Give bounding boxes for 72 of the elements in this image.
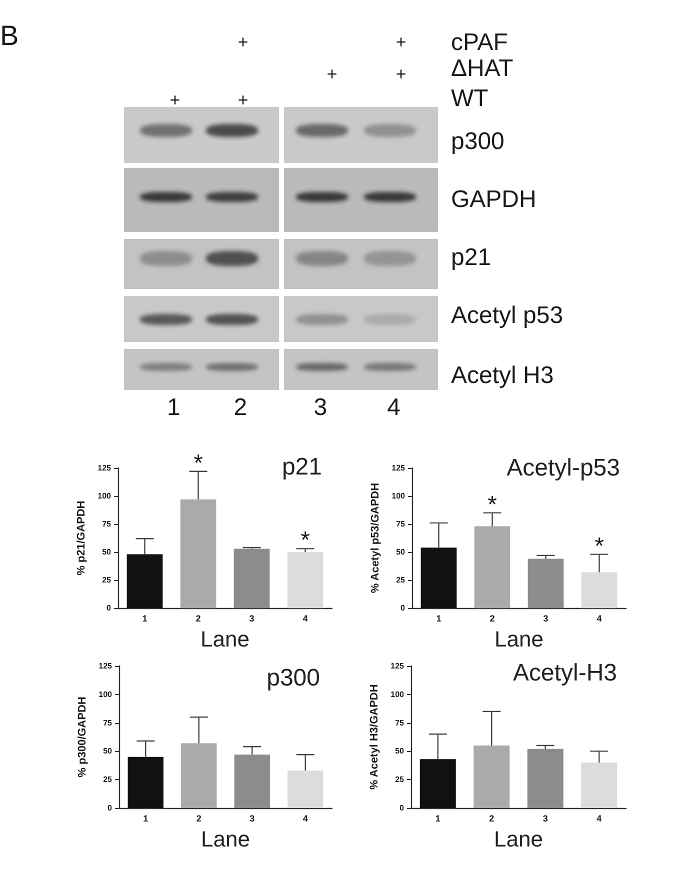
annotation: *	[594, 532, 604, 560]
y-tick-label: 125	[392, 464, 406, 472]
x-axis-title: Lane	[494, 826, 543, 852]
x-tick-label: 4	[596, 614, 602, 624]
y-tick-label: 50	[103, 746, 113, 756]
y-tick-label: 0	[400, 804, 405, 812]
y-tick-label: 75	[103, 718, 113, 728]
text: +	[238, 90, 248, 110]
annotation: *	[194, 450, 203, 477]
y-tick-label: 100	[98, 492, 112, 501]
y-tick-label: 75	[396, 520, 406, 529]
y-tick-label: 0	[400, 604, 406, 613]
y-tick-label: 100	[98, 690, 113, 699]
text: +	[238, 32, 248, 52]
y-tick-label: 125	[98, 662, 113, 670]
x-tick-label: 1	[435, 814, 440, 824]
annotation: *	[300, 527, 310, 554]
category-label: cPAF	[451, 29, 508, 56]
chart-title: Acetyl-p53	[506, 454, 620, 482]
y-tick-label: 75	[395, 718, 405, 728]
y-axis-title: % Acetyl H3/GAPDH	[368, 684, 380, 790]
y-tick-label: 125	[390, 662, 405, 670]
chart-title: Acetyl-H3	[512, 660, 618, 686]
y-tick-label: 100	[392, 492, 406, 501]
x-tick-label: 2	[196, 614, 201, 624]
x-tick-label: 2	[489, 814, 494, 824]
y-tick-label: 125	[98, 464, 112, 472]
y-tick-label: 100	[390, 690, 405, 699]
y-tick-label: 25	[103, 775, 113, 784]
y-tick-label: 50	[102, 548, 112, 557]
y-tick-label: 50	[395, 746, 405, 756]
x-tick-label: 1	[143, 814, 148, 824]
chart-title: p21	[282, 454, 322, 480]
y-tick-label: 25	[396, 576, 406, 585]
y-axis-title: % p21/GAPDH	[75, 500, 88, 576]
text: Acetyl p53	[451, 302, 564, 329]
x-tick-label: 3	[542, 814, 548, 824]
x-axis-title: Lane	[494, 626, 544, 652]
y-tick-label: 0	[108, 804, 113, 812]
y-tick-label: 25	[102, 576, 112, 585]
x-tick-label: 4	[302, 614, 308, 624]
y-tick-label: 75	[102, 520, 112, 529]
text: Acetyl H3	[451, 362, 554, 389]
text: 1 2 3 4	[167, 394, 400, 421]
text: +	[396, 64, 406, 84]
text: +	[326, 64, 338, 84]
x-axis-title: Lane	[200, 626, 250, 652]
x-tick-label: 3	[543, 614, 548, 624]
y-tick-label: 50	[396, 548, 406, 557]
y-axis-title: % Acetyl p53/GAPDH	[369, 482, 382, 594]
x-tick-label: 4	[596, 814, 602, 824]
text: p300	[451, 128, 504, 155]
x-tick-label: 4	[302, 814, 308, 824]
text: B	[0, 20, 19, 51]
x-tick-label: 1	[436, 614, 442, 624]
x-tick-label: 3	[250, 814, 255, 824]
y-tick-label: 0	[106, 604, 112, 613]
text: +	[170, 90, 180, 110]
y-tick-label: 25	[395, 775, 405, 784]
text: +	[396, 32, 406, 52]
text: p21	[451, 244, 492, 271]
category-label: WT	[451, 85, 488, 112]
x-tick-label: 2	[490, 614, 495, 624]
x-tick-label: 1	[142, 614, 148, 624]
x-tick-label: 3	[249, 614, 254, 624]
x-tick-label: 2	[196, 814, 202, 824]
chart-title: p300	[266, 664, 320, 692]
y-axis-title: % p300/GAPDH	[76, 696, 88, 778]
x-axis-title: Lane	[201, 826, 250, 852]
text: GAPDH	[451, 186, 536, 213]
category-label: ΔHAT	[451, 55, 514, 82]
annotation: *	[488, 491, 497, 518]
